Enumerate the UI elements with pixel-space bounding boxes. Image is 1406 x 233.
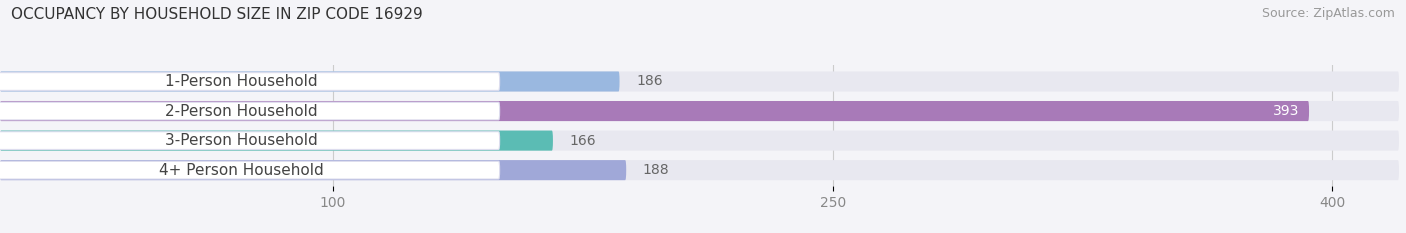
Text: 1-Person Household: 1-Person Household — [165, 74, 318, 89]
FancyBboxPatch shape — [0, 73, 499, 90]
Text: OCCUPANCY BY HOUSEHOLD SIZE IN ZIP CODE 16929: OCCUPANCY BY HOUSEHOLD SIZE IN ZIP CODE … — [11, 7, 423, 22]
Text: Source: ZipAtlas.com: Source: ZipAtlas.com — [1261, 7, 1395, 20]
Text: 4+ Person Household: 4+ Person Household — [159, 163, 323, 178]
FancyBboxPatch shape — [0, 72, 1399, 92]
Text: 188: 188 — [643, 163, 669, 177]
FancyBboxPatch shape — [0, 72, 620, 92]
Text: 393: 393 — [1272, 104, 1299, 118]
FancyBboxPatch shape — [0, 101, 1399, 121]
Text: 2-Person Household: 2-Person Household — [165, 103, 318, 119]
FancyBboxPatch shape — [0, 101, 1309, 121]
FancyBboxPatch shape — [0, 102, 499, 120]
Text: 166: 166 — [569, 134, 596, 147]
FancyBboxPatch shape — [0, 160, 1399, 180]
FancyBboxPatch shape — [0, 132, 499, 149]
FancyBboxPatch shape — [0, 160, 626, 180]
FancyBboxPatch shape — [0, 130, 553, 151]
FancyBboxPatch shape — [0, 161, 499, 179]
Text: 3-Person Household: 3-Person Household — [165, 133, 318, 148]
FancyBboxPatch shape — [0, 130, 1399, 151]
Text: 186: 186 — [636, 75, 662, 89]
